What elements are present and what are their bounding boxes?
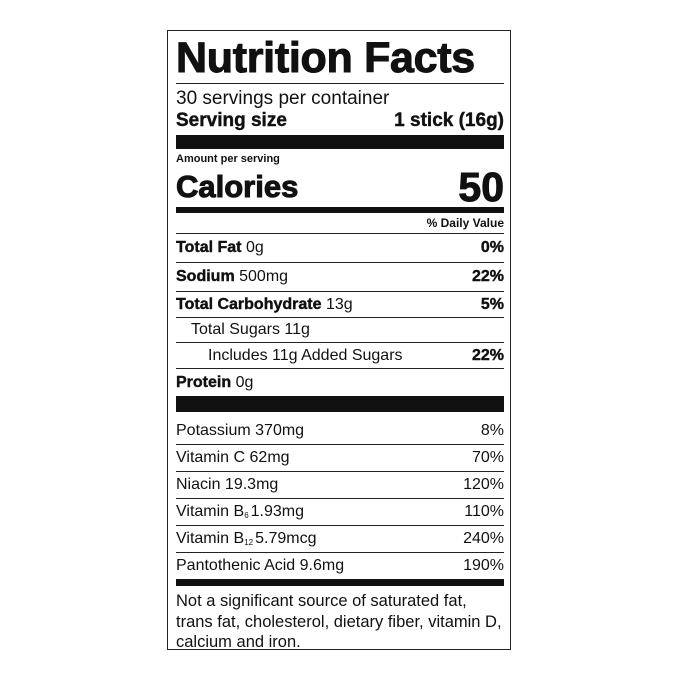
nutrient-amount: 11g [284, 321, 310, 338]
vitamin-name: Niacin [176, 476, 221, 493]
nutrient-row-sodium: Sodium 500mg 22% [176, 263, 504, 291]
vitamin-name: Pantothenic Acid [176, 557, 296, 574]
vitamin-name: Potassium [176, 422, 251, 439]
nutrition-facts-label: Nutrition Facts 30 servings per containe… [167, 30, 511, 651]
vitamin-dv: 240% [463, 530, 504, 547]
vitamin-amount: 1.93mg [250, 503, 305, 520]
medium-divider [176, 207, 504, 213]
vitamin-subscript: 12 [244, 538, 254, 547]
vitamin-subscript: 6 [244, 511, 249, 520]
serving-size-label: Serving size [176, 109, 287, 131]
nutrient-row-total-sugars: Total Sugars 11g [176, 318, 504, 342]
vitamin-dv: 8% [480, 422, 504, 439]
nutrient-dv: 22% [471, 268, 504, 285]
vitamin-dv: 120% [463, 476, 504, 493]
nutrient-amount: 13g [325, 295, 353, 313]
vitamins-list: Potassium 370mg 8% Vitamin C 62mg 70% Niacin… [176, 418, 504, 579]
nutrient-dv: 22% [471, 346, 504, 364]
footnote: Not a significant source of saturated fa… [176, 592, 502, 651]
calories-value: 50 [458, 164, 505, 210]
calories-row: Calories 50 [175, 164, 505, 210]
nutrient-name: Protein [176, 373, 232, 391]
vitamin-name: Vitamin B [176, 530, 245, 547]
thick-divider [176, 396, 504, 412]
vitamin-row: Vitamin B6 1.93mg 110% [176, 498, 504, 525]
calories-label: Calories [175, 169, 299, 205]
vitamin-amount: 370mg [255, 422, 305, 439]
nutrient-row-added-sugars: Includes 11g Added Sugars 22% [176, 343, 504, 368]
nutrient-name: Sodium [176, 268, 235, 285]
nutrient-amount: 0g [245, 239, 264, 256]
medium-divider [176, 579, 504, 586]
amount-per-serving: Amount per serving [176, 153, 280, 165]
nutrient-name: Total Carbohydrate [176, 295, 322, 313]
vitamin-row: Vitamin C 62mg 70% [176, 444, 504, 471]
serving-size-row: Serving size 1 stick (16g) [176, 109, 504, 131]
nutrient-row-total-carbohydrate: Total Carbohydrate 13g 5% [176, 292, 504, 317]
vitamin-amount: 5.79mcg [255, 530, 317, 547]
daily-value-header: % Daily Value [426, 216, 504, 230]
servings-per-container: 30 servings per container [176, 88, 390, 109]
serving-size-value: 1 stick (16g) [394, 109, 504, 131]
vitamin-row: Pantothenic Acid 9.6mg 190% [176, 552, 504, 579]
label-title: Nutrition Facts [176, 34, 476, 82]
vitamin-row: Niacin 19.3mg 120% [176, 471, 504, 498]
vitamin-name: Vitamin C [176, 449, 246, 466]
vitamin-dv: 190% [463, 557, 504, 574]
nutrient-dv: 0% [480, 239, 505, 256]
vitamin-name: Vitamin B [176, 503, 245, 520]
nutrient-name: Total Fat [176, 239, 242, 256]
nutrient-amount: 0g [235, 373, 254, 391]
vitamin-row: Vitamin B12 5.79mcg 240% [176, 525, 504, 552]
nutrient-name: Includes 11g Added Sugars [208, 346, 403, 364]
vitamin-amount: 62mg [249, 449, 290, 466]
nutrient-amount: 500mg [239, 268, 289, 285]
vitamin-row: Potassium 370mg 8% [176, 418, 504, 444]
vitamin-amount: 9.6mg [299, 557, 345, 574]
nutrient-row-protein: Protein 0g [176, 369, 504, 396]
vitamin-dv: 110% [464, 503, 504, 520]
thick-divider [176, 135, 504, 149]
nutrient-name: Total Sugars [191, 321, 280, 338]
nutrient-row-total-fat: Total Fat 0g 0% [176, 234, 504, 262]
vitamin-dv: 70% [471, 449, 504, 466]
nutrient-dv: 5% [480, 295, 505, 313]
vitamin-amount: 19.3mg [224, 476, 279, 493]
